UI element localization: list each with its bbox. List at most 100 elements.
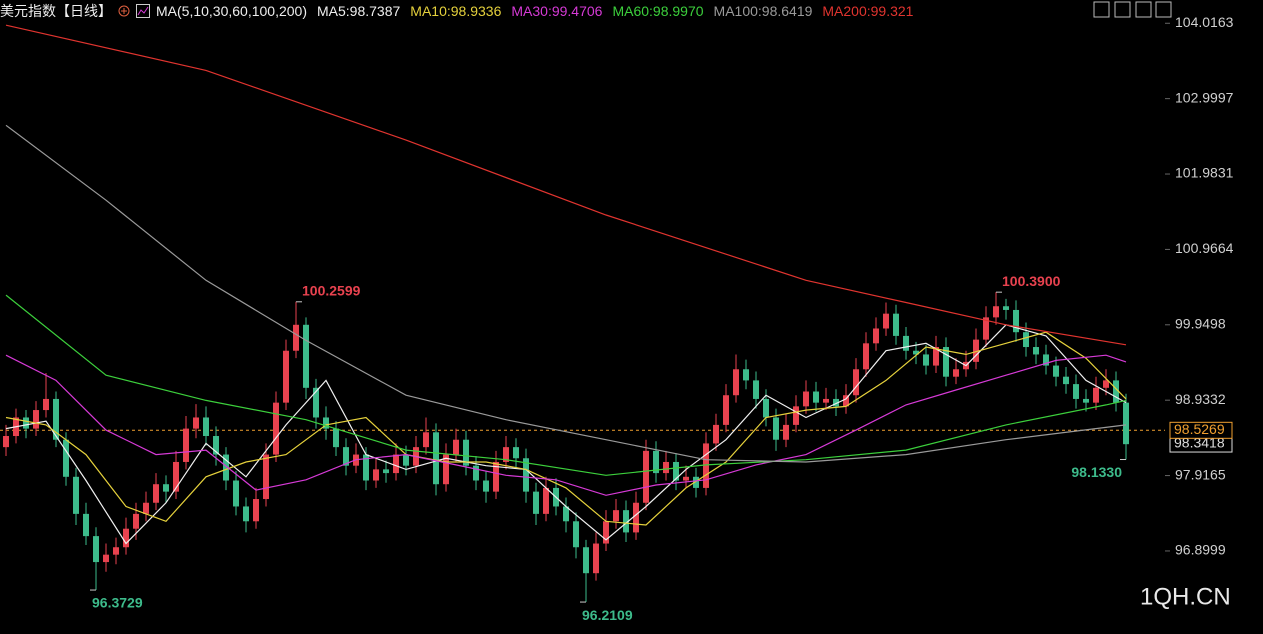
candle-body [93,536,99,563]
candle-body [193,417,199,429]
candle-body [1023,332,1029,348]
candle-body [283,350,289,403]
candle-body [143,502,149,514]
candle-body [543,487,549,514]
candle-body [703,443,709,488]
candle-body [1073,384,1079,399]
candle-body [623,510,629,533]
legend-entry: MA5:98.7387 [317,3,401,19]
candle-body [463,439,469,466]
candle-body [633,502,639,533]
candle-body [473,465,479,481]
candle-body [443,454,449,485]
y-tick-label: 98.9332 [1175,391,1226,407]
candle-body [183,428,189,462]
candle-body [913,350,919,355]
chart-title: 美元指数【日线】 [0,3,112,19]
candle-body [113,547,119,555]
candle-body [933,347,939,366]
candle-body [893,313,899,336]
candle-body [83,513,89,537]
extreme-label: 96.2109 [582,607,633,623]
candle-body [823,398,829,403]
candle-body [693,476,699,488]
candle-body [343,447,349,466]
candle-body [523,458,529,492]
candle-body [373,469,379,481]
candle-body [253,499,259,522]
candle-body [1043,354,1049,366]
candle-body [753,380,759,399]
candle-body [383,469,389,474]
candle-body [903,335,909,351]
tool-next[interactable] [1155,1,1172,18]
candle-body [763,398,769,418]
candle-body [53,398,59,440]
candle-body [233,480,239,507]
candle-body [273,402,279,455]
candle-body [153,484,159,503]
candle-body [973,339,979,362]
candle-body [313,387,319,418]
candle-body [983,317,989,340]
ma-line [5,294,1127,476]
candle-body [43,398,49,411]
candle-body [773,417,779,440]
ma-line [5,331,1127,526]
candle-body [923,354,929,366]
candle-body [73,476,79,514]
legend-entry: MA100:98.6419 [713,3,813,19]
candle-body [743,369,749,381]
candle-body [1083,398,1089,403]
candle-body [63,439,69,477]
tool-crosshair[interactable] [1093,1,1110,18]
candle-body [103,554,109,563]
legend-entry: MA10:98.9336 [410,3,502,19]
candle-body [403,454,409,466]
legend-entry: MA30:99.4706 [511,3,603,19]
candle-body [613,510,619,522]
candle-body [1113,380,1119,403]
candle-body [423,432,429,448]
ma-icon[interactable] [136,4,150,18]
candle-body [723,395,729,425]
y-tick-label: 101.9831 [1175,165,1234,181]
candle-body [1103,380,1109,388]
candle-body [1063,376,1069,385]
candle-body [203,417,209,437]
tool-prev[interactable] [1135,1,1152,18]
candle-body [223,454,229,481]
candle-body [533,491,539,514]
price-label-box [1169,421,1233,439]
add-icon[interactable] [118,5,130,17]
candle-body [863,343,869,370]
y-tick-label: 104.0163 [1175,14,1234,30]
extreme-label: 100.2599 [302,283,361,299]
candle-body [593,543,599,574]
candle-body [123,528,129,548]
candle-body [643,450,649,503]
candle-body [843,395,849,407]
candle-body [363,454,369,481]
extreme-label: 96.3729 [92,595,143,611]
extreme-label: 98.1330 [1071,464,1122,480]
candle-body [173,461,179,492]
y-tick-label: 96.8999 [1175,542,1226,558]
candle-body [133,513,139,529]
indicator-label: MA(5,10,30,60,100,200) [156,3,307,19]
candle-body [303,324,309,388]
candle-body [993,306,999,318]
ma-line [5,24,1127,346]
candle-body [243,506,249,522]
tool-zoom[interactable] [1114,1,1131,18]
candle-body [953,369,959,377]
candle-body [1033,347,1039,355]
candle-body [163,484,169,492]
toolbar [1093,1,1172,18]
y-tick-label: 97.9165 [1175,466,1226,482]
candle-body [1123,402,1129,445]
candle-body [883,313,889,329]
y-tick-label: 102.9997 [1175,89,1234,105]
candle-body [943,347,949,377]
candle-body [433,432,439,485]
